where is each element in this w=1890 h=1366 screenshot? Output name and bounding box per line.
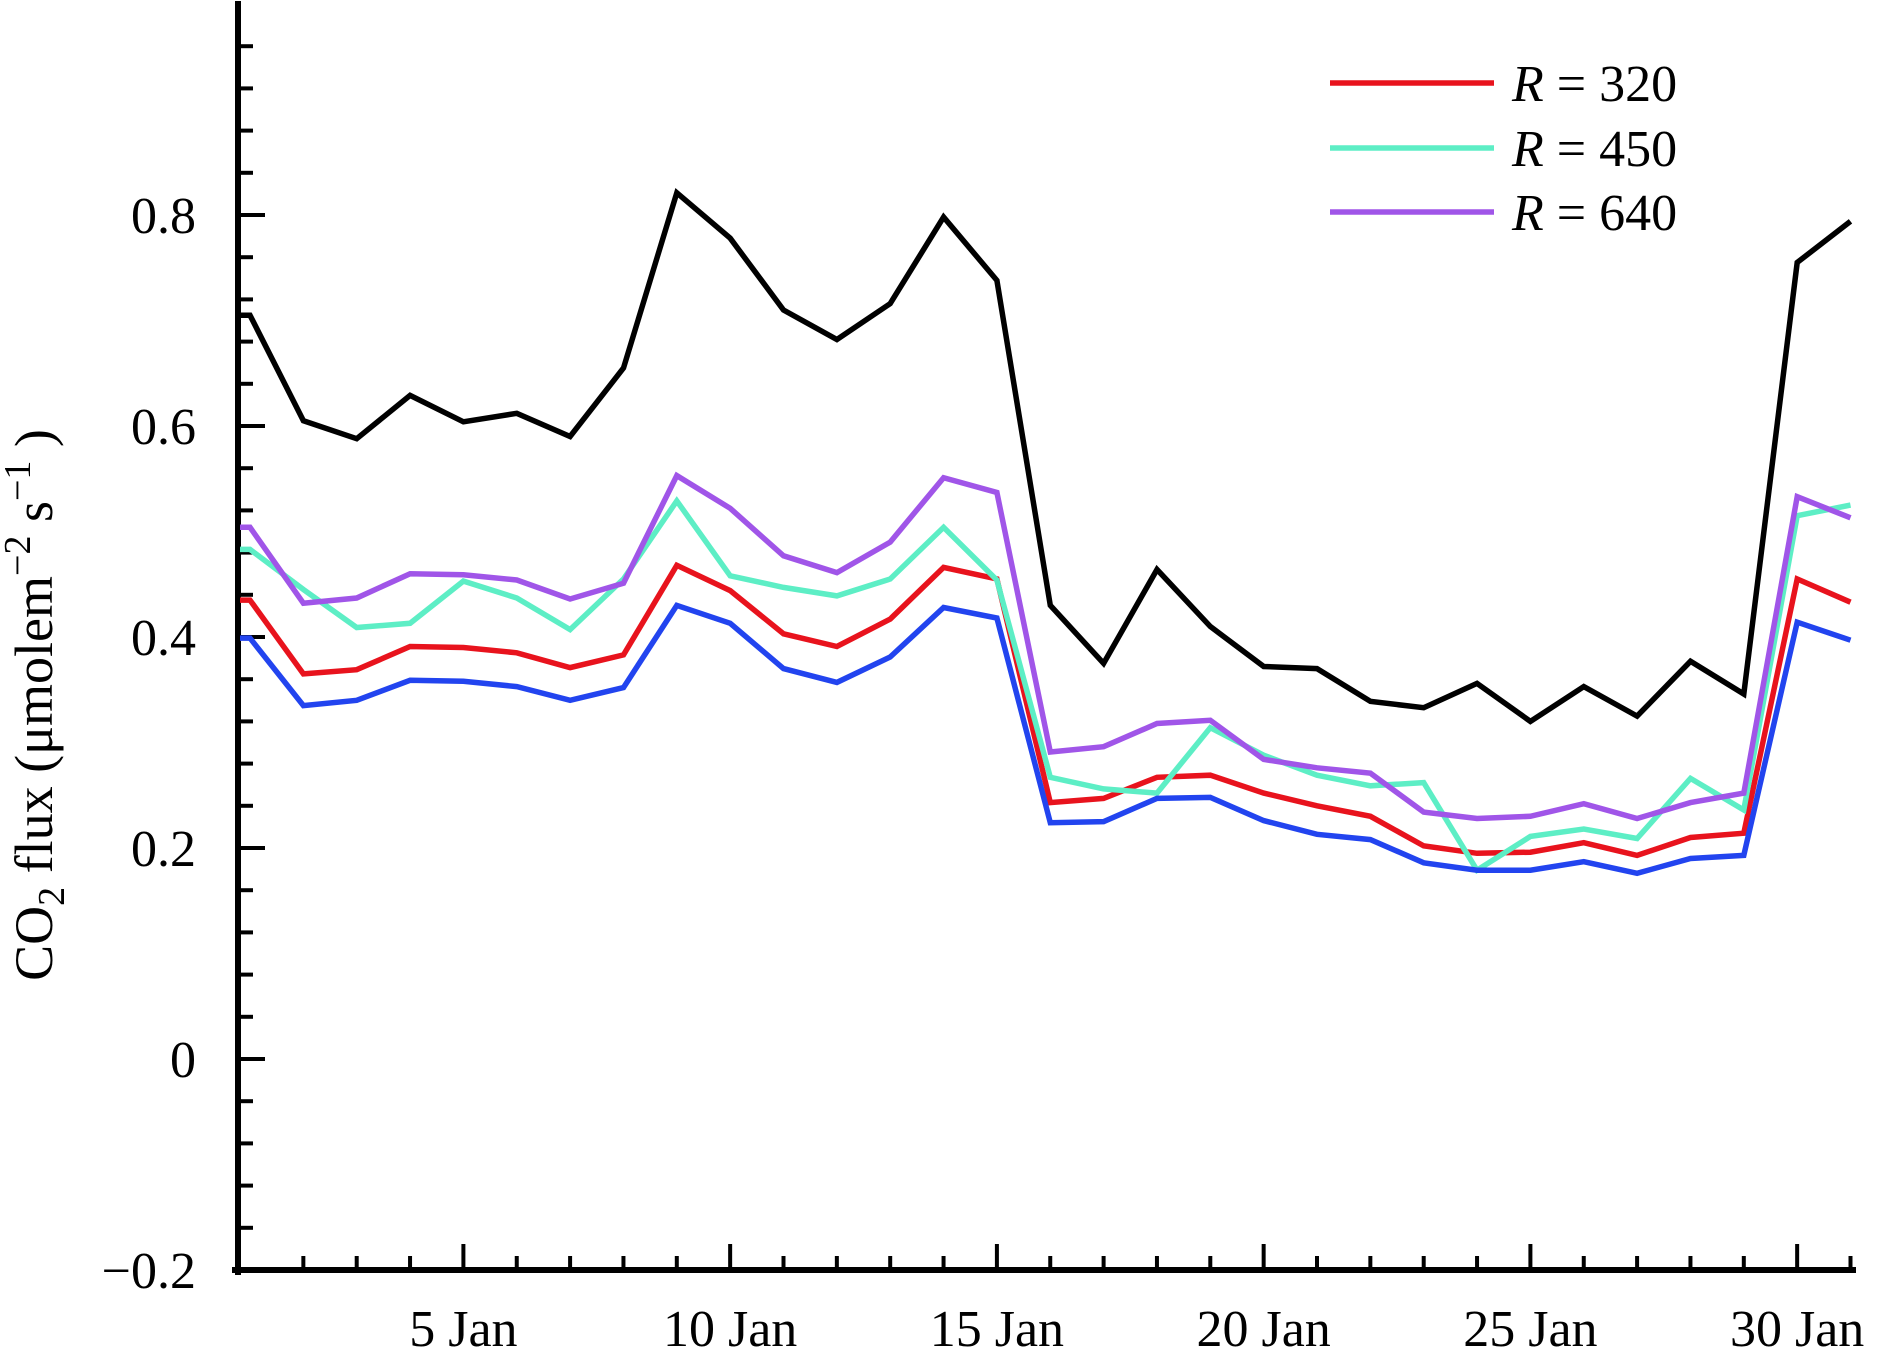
legend-item-R-640: R = 640 (1330, 185, 1677, 242)
legend-label-R-640: R = 640 (1511, 185, 1677, 242)
series-line-unlabeled-black (240, 187, 1853, 725)
x-ticks (301, 1244, 1853, 1270)
x-tick-label: 25 Jan (1463, 1301, 1597, 1358)
legend: R = 320 R = 450 R = 640 (1330, 56, 1677, 242)
y-tick-labels: −0.2 0 0.2 0.4 0.6 0.8 (102, 188, 196, 1300)
x-tick-label: 20 Jan (1196, 1301, 1330, 1358)
legend-item-R-320: R = 320 (1330, 56, 1677, 113)
x-tick-labels: 5 Jan 10 Jan 15 Jan 20 Jan 25 Jan 30 Jan (409, 1301, 1864, 1358)
legend-label-R-450: R = 450 (1511, 121, 1677, 178)
x-tick-label: 15 Jan (930, 1301, 1064, 1358)
y-axis-title: CO2 flux (μmolem−2 s−1 ) (0, 429, 73, 981)
series-line-R-450 (240, 496, 1852, 875)
series-line-R-640 (240, 471, 1852, 822)
series-lines (240, 187, 1853, 877)
y-tick-label: −0.2 (102, 1243, 196, 1300)
y-tick-label: 0 (170, 1032, 196, 1089)
x-tick-label: 5 Jan (409, 1301, 517, 1358)
y-tick-label: 0.8 (131, 188, 196, 245)
y-ticks (238, 44, 265, 1272)
series-line-unlabeled-blue (240, 602, 1852, 877)
y-tick-label: 0.2 (131, 821, 196, 878)
series-line-R-320 (240, 561, 1852, 859)
y-tick-label: 0.6 (131, 399, 196, 456)
legend-item-R-450: R = 450 (1330, 121, 1677, 178)
legend-label-R-320: R = 320 (1511, 56, 1677, 113)
y-tick-label: 0.4 (131, 610, 196, 667)
x-tick-label: 30 Jan (1730, 1301, 1864, 1358)
x-tick-label: 10 Jan (663, 1301, 797, 1358)
